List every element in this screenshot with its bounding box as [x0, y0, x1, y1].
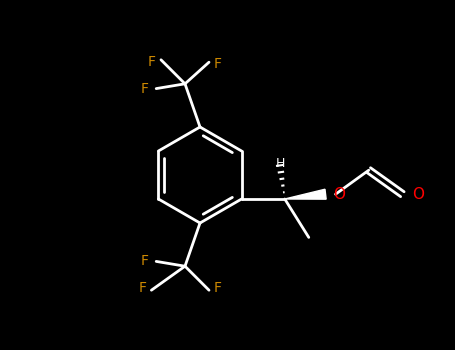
Text: F: F — [214, 57, 222, 71]
Text: H: H — [275, 158, 285, 170]
Text: O: O — [412, 187, 425, 202]
Text: F: F — [148, 55, 156, 69]
Text: O: O — [334, 187, 345, 202]
Polygon shape — [285, 189, 326, 199]
Text: F: F — [138, 281, 147, 295]
Text: F: F — [214, 281, 222, 295]
Text: F: F — [140, 254, 148, 268]
Text: F: F — [140, 82, 148, 96]
